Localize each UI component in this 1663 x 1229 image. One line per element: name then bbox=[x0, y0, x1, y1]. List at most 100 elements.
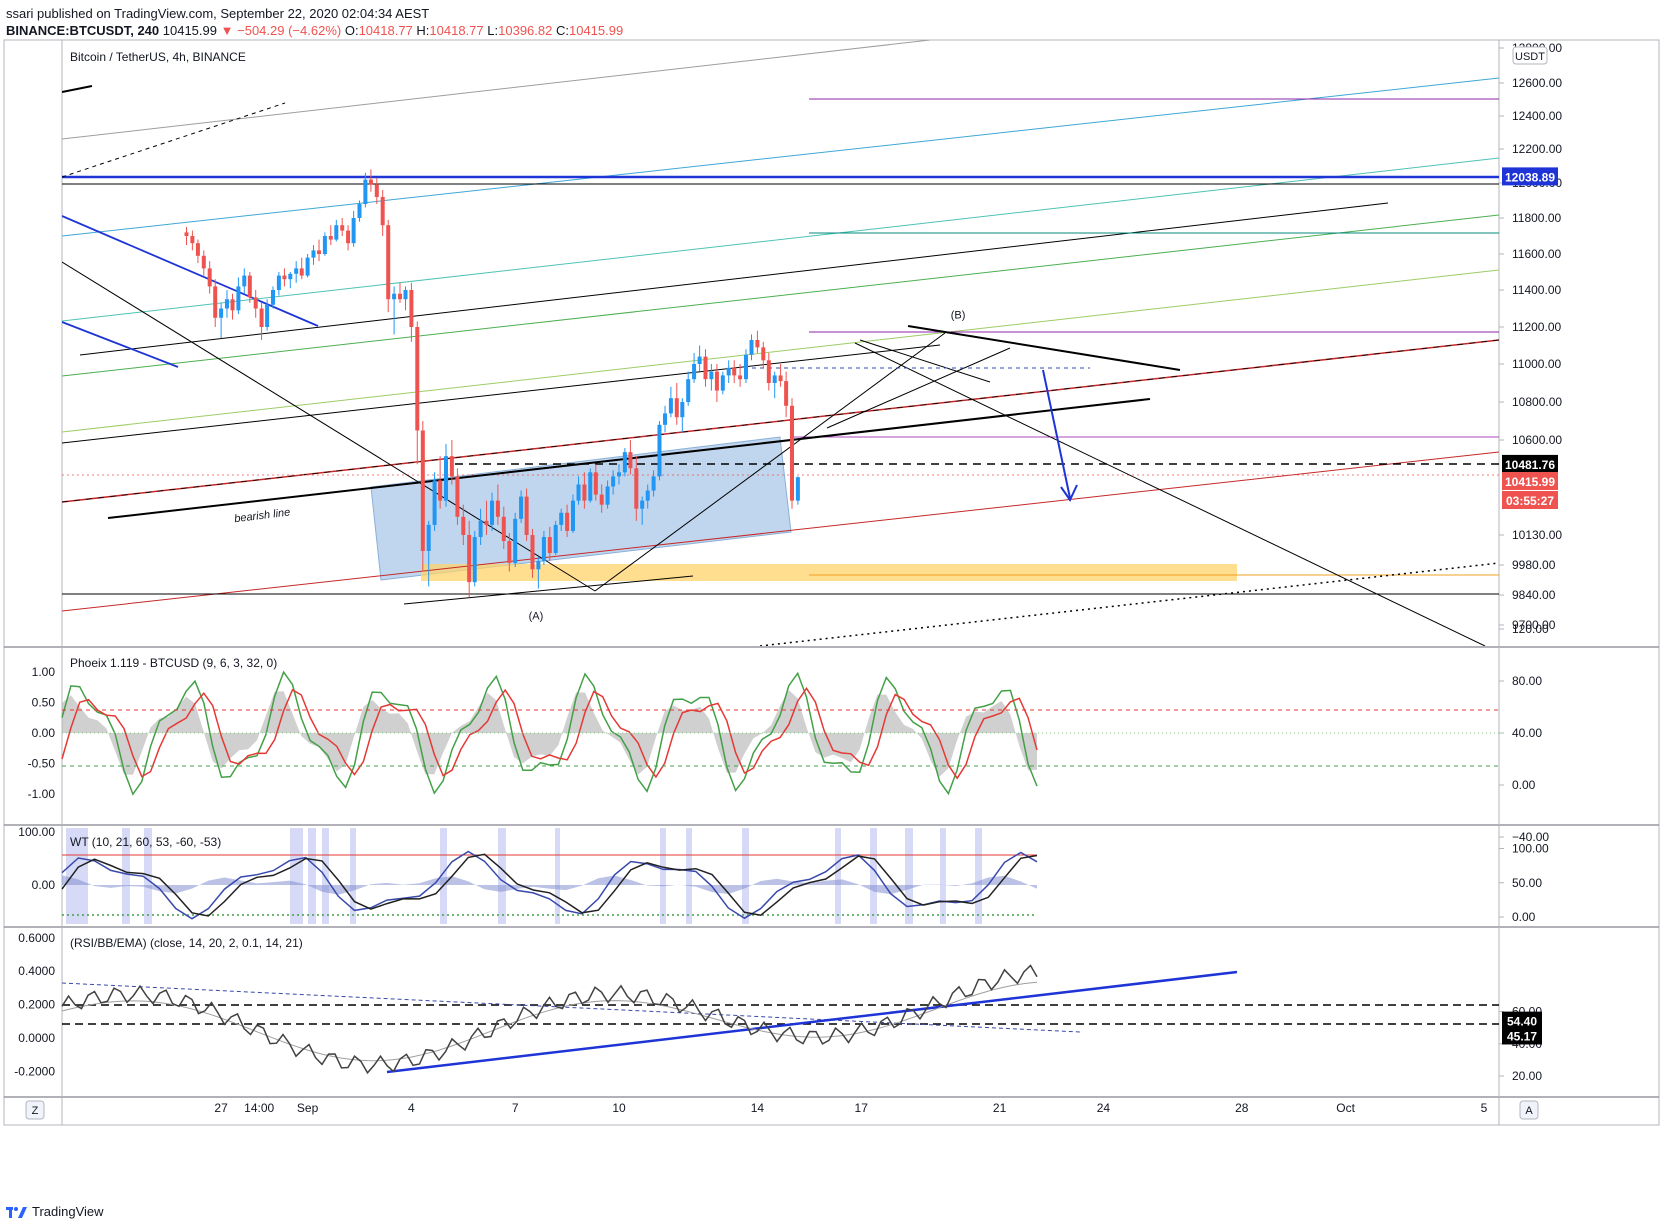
price-tick: 11400.00 bbox=[1512, 283, 1561, 297]
candle-body bbox=[242, 275, 247, 287]
rsi-tag-label: 54.40 bbox=[1507, 1015, 1537, 1029]
candle-body bbox=[703, 356, 708, 380]
currency-label: USDT bbox=[1515, 51, 1545, 63]
candle-body bbox=[795, 477, 800, 501]
rsi-left-tick: 0.4000 bbox=[18, 964, 55, 978]
candle-body bbox=[697, 356, 702, 364]
low-value: 10396.82 bbox=[498, 23, 553, 38]
time-label: Sep bbox=[297, 1101, 319, 1115]
candle-body bbox=[651, 476, 656, 491]
chart-frame bbox=[3, 39, 1660, 1126]
rsi-tag bbox=[1502, 1026, 1542, 1045]
phoenix-left-tick: 0.50 bbox=[32, 696, 56, 710]
zoom-button bbox=[25, 1100, 45, 1120]
teal-parallel-line bbox=[62, 157, 1499, 322]
candle-body bbox=[236, 286, 241, 311]
rsi-line bbox=[61, 964, 1038, 1075]
tradingview-logo[interactable]: TradingView bbox=[6, 1204, 104, 1219]
wavetrend-indicator bbox=[61, 828, 1038, 924]
candle-body bbox=[403, 290, 408, 300]
candle-body bbox=[265, 304, 270, 327]
candle-body bbox=[559, 512, 564, 525]
candle-body bbox=[207, 268, 212, 287]
tradingview-wordmark: TradingView bbox=[32, 1204, 104, 1219]
time-label: 27 bbox=[214, 1101, 228, 1115]
red-lower-trend bbox=[62, 451, 1499, 612]
candle-body bbox=[576, 484, 581, 501]
descending-trend-line bbox=[854, 342, 1486, 646]
phoenix-indicator bbox=[61, 670, 1499, 796]
candle-body bbox=[271, 290, 275, 305]
time-label: 17 bbox=[855, 1101, 869, 1115]
wt-title: WT (10, 21, 60, 53, -60, -53) bbox=[70, 835, 221, 849]
wt-highlight-band bbox=[686, 828, 692, 924]
candle-body bbox=[686, 379, 691, 402]
wt-histogram bbox=[62, 875, 1037, 895]
down-arrow-icon: ▼ bbox=[220, 23, 234, 38]
projection-arrow bbox=[1042, 369, 1071, 499]
candle-body bbox=[611, 476, 616, 487]
time-label: 24 bbox=[1097, 1101, 1111, 1115]
candle-body bbox=[519, 496, 524, 519]
wt-right-tick: 100.00 bbox=[1512, 842, 1549, 856]
rsi-tag bbox=[1502, 1011, 1542, 1030]
candle-body bbox=[541, 537, 546, 561]
candle-body bbox=[570, 500, 575, 531]
price-tick: 10130.00 bbox=[1512, 528, 1562, 542]
zoom-button-label: Z bbox=[32, 1105, 39, 1117]
candle-body bbox=[219, 308, 224, 318]
price-tag-label: 12038.89 bbox=[1505, 170, 1555, 184]
triangle-upper-line bbox=[907, 325, 1181, 371]
symbol-name: BINANCE:BTCUSDT, 240 bbox=[6, 23, 160, 38]
candle-body bbox=[790, 405, 794, 501]
blue-channel-upper bbox=[62, 215, 319, 327]
candle-body bbox=[743, 354, 748, 380]
rsi-left-tick: 0.0000 bbox=[18, 1031, 55, 1045]
wt-highlight-band bbox=[122, 828, 130, 924]
wt-right-tick: 50.00 bbox=[1512, 876, 1542, 890]
price-tick: 11800.00 bbox=[1512, 211, 1561, 225]
candle-body bbox=[195, 243, 200, 256]
candle-body bbox=[732, 367, 737, 376]
wt-highlight-band bbox=[144, 828, 152, 924]
candle-body bbox=[553, 524, 558, 553]
green-parallel-line bbox=[62, 214, 1499, 377]
candle-body bbox=[709, 371, 714, 380]
annotation: (A) bbox=[529, 611, 544, 623]
candle-body bbox=[317, 250, 322, 254]
candle-body bbox=[599, 494, 604, 505]
rsi-tag-label: 45.17 bbox=[1507, 1029, 1537, 1043]
low-label: L: bbox=[487, 23, 499, 38]
rsi-dashed-trend bbox=[61, 982, 1081, 1033]
axes: 12800.0012600.0012400.0012200.0012000.00… bbox=[14, 41, 1562, 1120]
publish-info: ssari published on TradingView.com, Sept… bbox=[6, 6, 430, 21]
price-tick: 9700.00 bbox=[1512, 618, 1556, 632]
blue-parallel-line bbox=[62, 77, 1499, 237]
wt-highlight-band bbox=[835, 828, 841, 924]
price-change: −504.29 (−4.62%) bbox=[237, 23, 342, 38]
wt-highlight-band bbox=[350, 828, 356, 924]
price-tick: 10600.00 bbox=[1512, 433, 1562, 447]
candle-body bbox=[438, 480, 443, 501]
lime-parallel-line bbox=[62, 269, 1499, 433]
rising-wedge-top bbox=[859, 339, 991, 383]
wt-highlight-band bbox=[322, 828, 329, 924]
phoenix-right-tick: 120.00 bbox=[1512, 622, 1549, 636]
candle-body bbox=[253, 297, 258, 309]
support-zone bbox=[421, 564, 1237, 581]
wt-highlight-band bbox=[975, 828, 982, 924]
candle-body bbox=[374, 184, 379, 197]
candle-body bbox=[420, 430, 425, 551]
candle-body bbox=[565, 512, 570, 531]
candle-body bbox=[484, 520, 489, 525]
open-label: O: bbox=[344, 23, 359, 38]
symbol-info: BINANCE:BTCUSDT, 240 10415.99 ▼ −504.29 … bbox=[6, 23, 623, 38]
candle-body bbox=[368, 179, 373, 185]
time-label: 14 bbox=[751, 1101, 765, 1115]
candle-body bbox=[340, 225, 345, 231]
candle-body bbox=[645, 490, 650, 501]
candle-body bbox=[490, 500, 495, 525]
candle-body bbox=[201, 255, 206, 269]
candle-body bbox=[322, 236, 327, 254]
